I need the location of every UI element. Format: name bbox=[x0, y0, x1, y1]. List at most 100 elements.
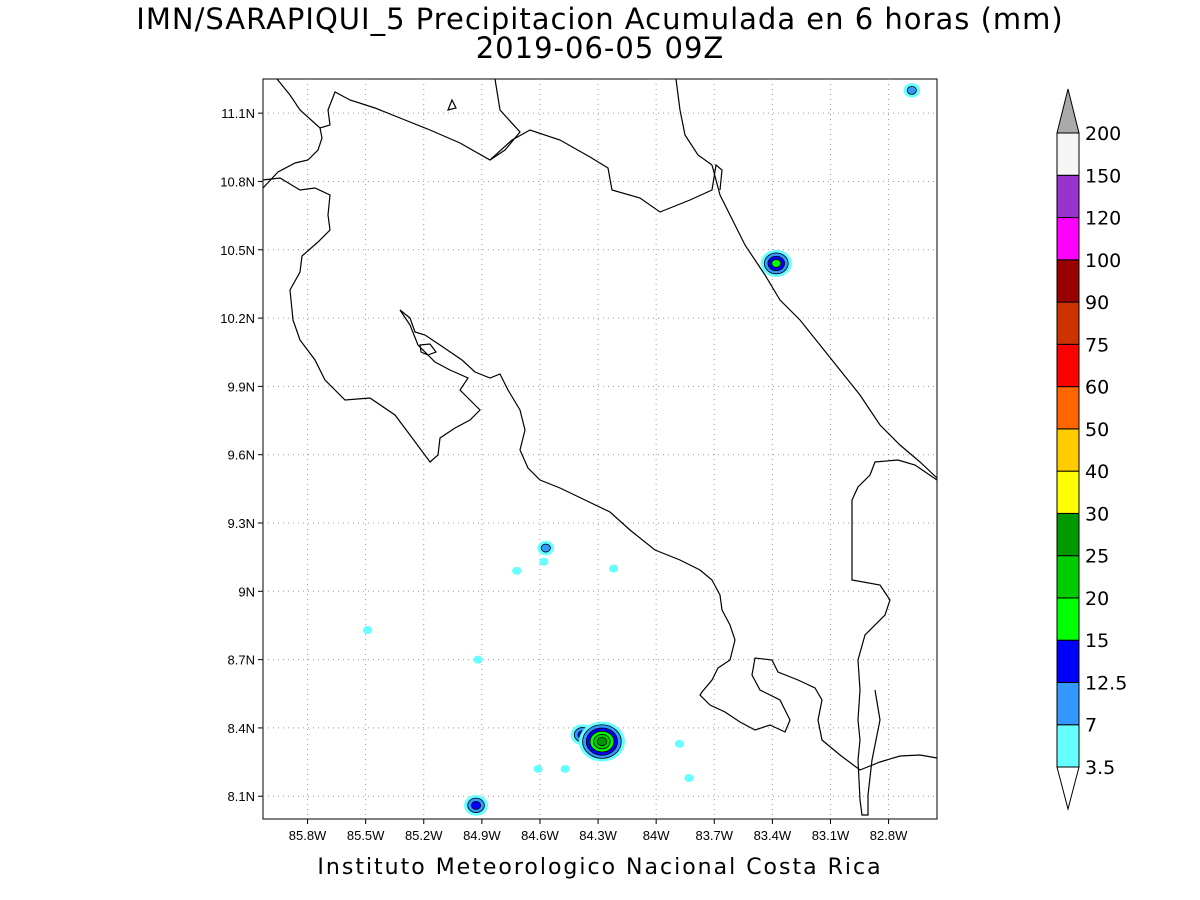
footer-credit: Instituto Meteorologico Nacional Costa R… bbox=[317, 855, 883, 880]
precip-cell bbox=[684, 774, 694, 783]
precip-contour bbox=[608, 564, 619, 573]
colorbar-level-label: 15 bbox=[1085, 630, 1109, 652]
precip-contour bbox=[539, 557, 549, 566]
colorbar-level-label: 120 bbox=[1085, 208, 1121, 230]
colorbar-box bbox=[1056, 428, 1080, 472]
graticule-grid bbox=[263, 79, 937, 819]
colorbar-level-label: 75 bbox=[1085, 334, 1109, 356]
colorbar-level-label: 60 bbox=[1085, 377, 1109, 399]
lon-tick-label: 82.8W bbox=[870, 828, 908, 843]
colorbar-box bbox=[1056, 174, 1080, 219]
colorbar-level-label: 20 bbox=[1085, 588, 1109, 610]
colorbar-box bbox=[1056, 470, 1080, 514]
colorbar-legend: 3.5 7 12.5 15 20 25 30 40 50 60 75 90 100 120 150 200 bbox=[1056, 88, 1127, 811]
colorbar-box bbox=[1056, 639, 1080, 683]
lat-tick-label: 11.1N bbox=[221, 106, 255, 121]
precip-contour bbox=[512, 566, 522, 575]
lat-tick-label: 8.1N bbox=[228, 789, 255, 804]
caribbean-coast bbox=[711, 164, 938, 479]
lon-tick-label: 83.1W bbox=[812, 828, 850, 843]
colorbar-box bbox=[1056, 597, 1080, 641]
precip-contour bbox=[471, 800, 482, 810]
lat-tick-label: 10.5N bbox=[220, 243, 255, 258]
axes: 85.8W 85.5W 85.2W 84.9W 84.6W 84.3W 84W 83.7W 83… bbox=[220, 106, 908, 843]
lat-tick-label: 9.3N bbox=[228, 516, 255, 531]
colorbar-box bbox=[1056, 301, 1080, 345]
costa-rica-panama-border bbox=[851, 459, 938, 816]
map-subtitle-datetime: 2019-06-05 09Z bbox=[475, 31, 725, 65]
colorbar-box bbox=[1056, 132, 1080, 176]
colorbar-level-label: 50 bbox=[1085, 419, 1109, 441]
colorbar-box bbox=[1056, 343, 1080, 388]
colorbar-box bbox=[1056, 512, 1080, 557]
colorbar-box bbox=[1056, 681, 1080, 726]
coastline-borders bbox=[262, 78, 938, 816]
colorbar-level-label: 25 bbox=[1085, 546, 1109, 568]
north-border bbox=[262, 127, 323, 189]
lat-tick-label: 10.2N bbox=[220, 311, 255, 326]
lake-nicaragua-shore bbox=[276, 78, 521, 161]
precip-contour bbox=[473, 655, 483, 664]
precip-cell bbox=[903, 83, 921, 98]
colorbar-top-arrow bbox=[1056, 88, 1080, 134]
precip-cell bbox=[512, 566, 522, 575]
colorbar-box bbox=[1056, 724, 1080, 768]
precip-contour bbox=[533, 764, 543, 773]
colorbar-bottom-arrow bbox=[1056, 766, 1080, 811]
precip-contour bbox=[596, 737, 607, 746]
lon-tick-label: 85.8W bbox=[289, 828, 327, 843]
map-frame bbox=[262, 78, 938, 820]
colorbar-level-label: 150 bbox=[1085, 165, 1121, 187]
lon-tick-label: 83.4W bbox=[754, 828, 792, 843]
lon-tick-label: 84.6W bbox=[521, 828, 559, 843]
precip-contour bbox=[674, 739, 685, 748]
lon-tick-label: 85.2W bbox=[405, 828, 443, 843]
precip-contour bbox=[906, 85, 917, 95]
colorbar-box bbox=[1056, 259, 1080, 303]
precip-contour bbox=[540, 543, 551, 553]
precip-cell bbox=[473, 655, 483, 664]
precip-cell bbox=[560, 764, 570, 773]
colorbar-box bbox=[1056, 555, 1080, 599]
lon-tick-label: 84.9W bbox=[463, 828, 501, 843]
precip-cell bbox=[674, 739, 685, 748]
precip-cell bbox=[464, 794, 489, 816]
map-area: 85.8W 85.5W 85.2W 84.9W 84.6W 84.3W 84W 83.7W 83… bbox=[220, 78, 938, 843]
lat-tick-label: 9.6N bbox=[228, 448, 255, 463]
precip-contour bbox=[771, 259, 782, 268]
colorbar-level-label: 40 bbox=[1085, 461, 1109, 483]
precip-contour bbox=[684, 774, 694, 783]
precip-cell bbox=[578, 721, 625, 762]
colorbar-box bbox=[1056, 217, 1080, 261]
small-island bbox=[447, 98, 457, 111]
precipitation-field bbox=[362, 83, 921, 816]
lat-tick-label: 9N bbox=[238, 584, 255, 599]
nicaragua-costa-rica-border bbox=[489, 129, 723, 213]
lon-tick-label: 84W bbox=[643, 828, 670, 843]
lat-tick-label: 10.8N bbox=[220, 174, 255, 189]
lat-tick-label: 8.4N bbox=[228, 721, 255, 736]
colorbar-level-label: 3.5 bbox=[1085, 757, 1115, 779]
precip-cell bbox=[362, 626, 373, 635]
colorbar-level-label: 12.5 bbox=[1085, 672, 1127, 694]
nicaragua-caribbean-coast bbox=[675, 78, 713, 166]
colorbar-level-label: 100 bbox=[1085, 250, 1121, 272]
precip-contour bbox=[362, 626, 373, 635]
precip-cell bbox=[537, 540, 555, 556]
lon-tick-label: 84.3W bbox=[579, 828, 617, 843]
lon-tick-label: 83.7W bbox=[695, 828, 733, 843]
precip-contour bbox=[560, 764, 570, 773]
lat-tick-label: 9.9N bbox=[228, 379, 255, 394]
precip-cell bbox=[533, 764, 543, 773]
colorbar-level-label: 90 bbox=[1085, 292, 1109, 314]
pacific-coast-northwest bbox=[262, 177, 481, 463]
lon-tick-label: 85.5W bbox=[347, 828, 385, 843]
map-title: IMN/SARAPIQUI_5 Precipitacion Acumulada … bbox=[136, 2, 1064, 36]
colorbar-level-label: 200 bbox=[1085, 123, 1121, 145]
precip-cell bbox=[760, 249, 792, 278]
nicoya-gulf-coast bbox=[399, 309, 938, 771]
precip-cell bbox=[539, 557, 549, 566]
colorbar-level-label: 30 bbox=[1085, 503, 1109, 525]
colorbar-box bbox=[1056, 386, 1080, 430]
